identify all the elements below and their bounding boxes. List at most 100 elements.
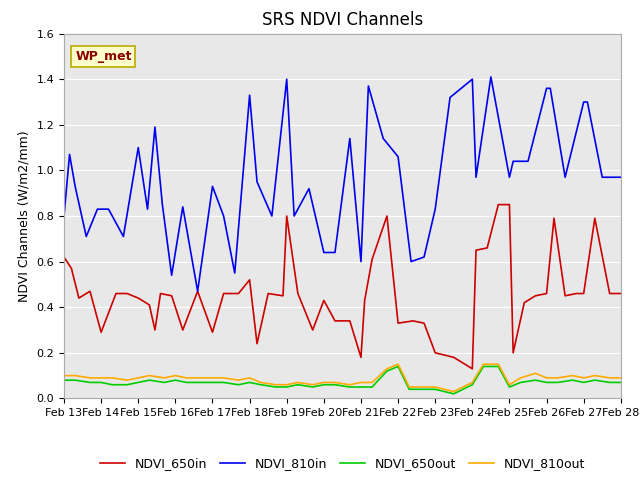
NDVI_810out <box>479 361 487 367</box>
NDVI_650out <box>346 384 354 390</box>
NDVI_810in <box>468 76 476 82</box>
NDVI_810out <box>532 371 540 376</box>
NDVI_810in <box>194 288 202 294</box>
Line: NDVI_650in: NDVI_650in <box>64 204 621 369</box>
NDVI_650out <box>257 382 264 387</box>
NDVI_650out <box>209 380 216 385</box>
NDVI_810in <box>365 83 372 89</box>
NDVI_810in <box>357 259 365 264</box>
NDVI_650out <box>108 382 116 387</box>
NDVI_650out <box>134 380 142 385</box>
NDVI_650out <box>357 384 365 390</box>
Legend: NDVI_650in, NDVI_810in, NDVI_650out, NDVI_810out: NDVI_650in, NDVI_810in, NDVI_650out, NDV… <box>95 452 590 475</box>
NDVI_810out <box>161 375 168 381</box>
NDVI_810out <box>580 375 588 381</box>
NDVI_810in <box>380 136 387 142</box>
NDVI_810out <box>431 384 439 390</box>
NDVI_810in <box>305 186 313 192</box>
NDVI_810out <box>124 377 131 383</box>
NDVI_650in <box>394 320 402 326</box>
NDVI_650out <box>145 377 153 383</box>
NDVI_810in <box>83 234 90 240</box>
NDVI_650out <box>198 380 205 385</box>
NDVI_650out <box>580 380 588 385</box>
NDVI_810out <box>383 366 391 372</box>
NDVI_810in <box>268 213 276 219</box>
NDVI_810in <box>66 152 74 157</box>
NDVI_810in <box>346 136 354 142</box>
NDVI_650out <box>606 380 614 385</box>
NDVI_810out <box>309 382 317 387</box>
NDVI_650out <box>383 368 391 374</box>
NDVI_810in <box>472 174 480 180</box>
Text: WP_met: WP_met <box>75 50 132 63</box>
NDVI_650out <box>495 364 502 370</box>
NDVI_650out <box>172 377 179 383</box>
NDVI_810out <box>554 375 561 381</box>
NDVI_810out <box>86 375 94 381</box>
NDVI_810out <box>606 375 614 381</box>
NDVI_810out <box>617 375 625 381</box>
NDVI_650out <box>309 384 317 390</box>
NDVI_810in <box>407 259 415 264</box>
NDVI_810out <box>283 382 291 387</box>
NDVI_650out <box>272 384 280 390</box>
NDVI_650out <box>97 380 105 385</box>
NDVI_810in <box>105 206 113 212</box>
NDVI_810out <box>420 384 428 390</box>
NDVI_650out <box>569 377 577 383</box>
NDVI_650out <box>220 380 227 385</box>
NDVI_650out <box>532 377 540 383</box>
NDVI_810in <box>291 213 298 219</box>
NDVI_810out <box>468 380 476 385</box>
NDVI_810in <box>253 179 261 185</box>
NDVI_810in <box>246 92 253 98</box>
NDVI_810in <box>179 204 187 210</box>
NDVI_810out <box>198 375 205 381</box>
NDVI_810out <box>320 380 328 385</box>
NDVI_650out <box>516 380 524 385</box>
NDVI_650out <box>161 380 168 385</box>
NDVI_810in <box>561 174 569 180</box>
NDVI_650out <box>617 380 625 385</box>
NDVI_650out <box>331 382 339 387</box>
NDVI_650out <box>420 386 428 392</box>
NDVI_810out <box>257 380 264 385</box>
NDVI_810out <box>246 375 253 381</box>
NDVI_810out <box>235 377 243 383</box>
Title: SRS NDVI Channels: SRS NDVI Channels <box>262 11 423 29</box>
Line: NDVI_810out: NDVI_810out <box>64 364 621 392</box>
NDVI_810out <box>220 375 227 381</box>
NDVI_650out <box>124 382 131 387</box>
NDVI_810out <box>450 389 458 395</box>
NDVI_650in <box>97 329 105 335</box>
NDVI_810in <box>509 158 517 164</box>
Line: NDVI_810in: NDVI_810in <box>64 77 621 291</box>
NDVI_650out <box>235 382 243 387</box>
NDVI_810out <box>97 375 105 381</box>
NDVI_650out <box>394 364 402 370</box>
NDVI_810in <box>220 213 227 219</box>
NDVI_810out <box>506 382 513 387</box>
NDVI_810in <box>580 99 588 105</box>
NDVI_650out <box>468 382 476 387</box>
NDVI_810out <box>591 372 598 378</box>
NDVI_810out <box>182 375 190 381</box>
NDVI_650out <box>591 377 598 383</box>
NDVI_650in <box>495 202 502 207</box>
NDVI_810in <box>598 174 606 180</box>
NDVI_650out <box>405 386 413 392</box>
NDVI_810in <box>134 144 142 150</box>
NDVI_810out <box>134 375 142 381</box>
NDVI_810in <box>283 76 291 82</box>
NDVI_810in <box>420 254 428 260</box>
NDVI_650out <box>283 384 291 390</box>
NDVI_650in <box>357 354 365 360</box>
NDVI_650out <box>320 382 328 387</box>
NDVI_810in <box>231 270 239 276</box>
NDVI_810out <box>209 375 216 381</box>
NDVI_810in <box>394 154 402 159</box>
NDVI_650out <box>86 380 94 385</box>
NDVI_650in <box>253 341 261 347</box>
NDVI_810out <box>272 382 280 387</box>
